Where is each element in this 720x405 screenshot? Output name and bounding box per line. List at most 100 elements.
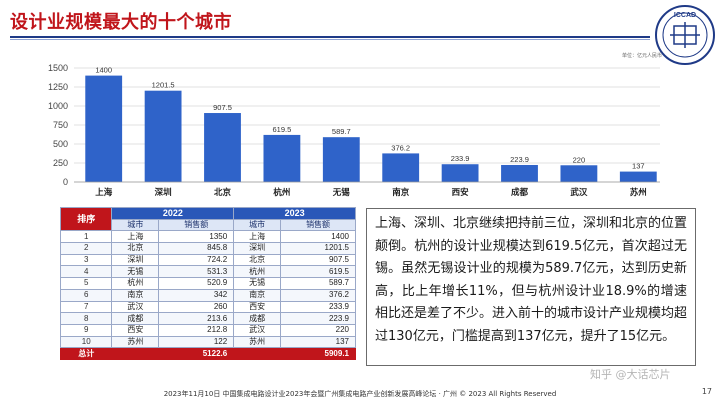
y-tick-label: 1000 [48, 101, 68, 111]
city-2023-cell: 无锡 [233, 277, 282, 290]
rank-cell: 7 [59, 300, 113, 314]
bar [204, 113, 241, 182]
data-label: 589.7 [332, 127, 351, 136]
data-label: 223.9 [510, 155, 529, 164]
city-2022-cell: 北京 [111, 242, 160, 255]
city-2023-cell: 杭州 [233, 265, 282, 279]
unit-label: 单位：亿元人民币 [622, 53, 663, 59]
sales-2022-cell: 213.6 [158, 312, 235, 325]
year-2023-header: 2023 [233, 207, 356, 220]
rank-cell: 6 [59, 288, 113, 302]
x-tick-label: 成都 [511, 187, 529, 198]
table-row: 1 上海 1350 上海 1400 [59, 230, 356, 244]
y-tick-label: 1250 [48, 82, 68, 92]
x-tick-label: 深圳 [155, 187, 172, 198]
sales-2023-cell: 376.2 [280, 288, 356, 302]
city-2023-cell: 上海 [233, 230, 282, 244]
city-2022-cell: 南京 [111, 288, 160, 302]
data-label: 907.5 [213, 103, 232, 112]
city-2022-cell: 武汉 [111, 300, 160, 314]
y-tick-label: 1500 [48, 63, 68, 73]
sales-2022-cell: 260 [158, 300, 235, 314]
page-title: 设计业规模最大的十个城市 [10, 12, 232, 33]
logo-text: ICCAD [674, 12, 696, 19]
sales-2023-cell: 907.5 [280, 253, 356, 267]
page-number: 17 [701, 387, 712, 396]
ranking-table: 排序 2022 2023 城市 销售额 城市 销售额 1 上海 1350 上海 1400… [59, 206, 356, 360]
rank-cell: 5 [59, 277, 113, 290]
city-2022-cell: 杭州 [111, 277, 160, 290]
y-tick-label: 750 [53, 120, 68, 130]
city-2022-cell: 成都 [111, 312, 160, 325]
rank-cell: 10 [59, 335, 113, 349]
city-2023-cell: 成都 [233, 312, 282, 325]
table-row: 8 成都 213.6 成都 223.9 [59, 312, 356, 325]
table-row: 6 南京 342 南京 376.2 [59, 288, 356, 302]
x-tick-label: 北京 [214, 187, 232, 198]
bar [501, 164, 538, 182]
sales-2022-cell: 122 [158, 335, 235, 349]
x-tick-label: 西安 [452, 187, 470, 198]
city-2023-cell: 武汉 [233, 323, 282, 337]
city-2022-cell: 苏州 [111, 335, 160, 349]
city-2023-cell: 苏州 [233, 335, 282, 349]
rank-cell: 3 [59, 253, 113, 267]
sales-2022-cell: 342 [158, 288, 235, 302]
city-header-2023: 城市 [233, 218, 282, 232]
city-2023-cell: 北京 [233, 253, 282, 267]
city-2022-cell: 深圳 [111, 253, 160, 267]
iccad-logo: ICCAD [655, 5, 715, 65]
rank-cell: 8 [59, 312, 113, 325]
sales-2023-cell: 1400 [280, 230, 356, 244]
city-2023-cell: 深圳 [233, 242, 282, 255]
sales-2023-cell: 220 [280, 323, 356, 337]
sales-2023-cell: 589.7 [280, 277, 356, 290]
city-2022-cell: 无锡 [111, 265, 160, 279]
bar-chart: 0 250 500 750 1000 1250 1500 1400 上海 1201.5 深圳 907.… [48, 63, 660, 198]
table-row: 9 西安 212.8 武汉 220 [59, 323, 356, 337]
sales-2022-cell: 531.3 [158, 265, 235, 279]
bar [382, 153, 420, 182]
y-tick-label: 500 [53, 139, 68, 149]
data-label: 376.2 [391, 143, 410, 152]
year-2022-header: 2022 [111, 207, 235, 220]
total-label: 总计 [59, 347, 113, 360]
total-2023: 5909.1 [280, 347, 356, 360]
sales-2022-cell: 845.8 [158, 242, 235, 255]
city-2022-cell: 西安 [111, 323, 160, 337]
table-row: 3 深圳 724.2 北京 907.5 [59, 253, 356, 267]
rank-cell: 2 [59, 242, 113, 255]
total-blank [233, 347, 282, 360]
sales-2023-cell: 137 [280, 335, 356, 349]
rank-cell: 1 [59, 230, 113, 244]
bar [441, 164, 479, 182]
rank-cell: 4 [59, 265, 113, 279]
x-tick-label: 武汉 [570, 187, 588, 198]
data-label: 220 [573, 155, 586, 164]
y-tick-label: 250 [53, 158, 68, 168]
data-label: 1201.5 [152, 81, 175, 90]
footer-text: 2023年11月10日 中国集成电路设计业2023年会暨广州集成电路产业创新发展… [163, 390, 557, 398]
bar [144, 90, 182, 182]
bar [85, 75, 123, 182]
sales-2023-cell: 619.5 [280, 265, 356, 279]
table-row: 5 杭州 520.9 无锡 589.7 [59, 277, 356, 290]
total-2022: 5122.6 [158, 347, 235, 360]
watermark: 知乎 @大话芯片 [590, 368, 671, 381]
data-label: 137 [632, 162, 645, 171]
table-row: 7 武汉 260 西安 233.9 [59, 300, 356, 314]
city-header-2022: 城市 [111, 218, 160, 232]
table-row: 2 北京 845.8 深圳 1201.5 [59, 242, 356, 255]
table-row: 10 苏州 122 苏州 137 [59, 335, 356, 349]
rank-cell: 9 [59, 323, 113, 337]
data-label: 233.9 [451, 154, 470, 163]
bar [619, 171, 657, 182]
bar [322, 137, 360, 182]
title-divider-thin [10, 39, 650, 40]
total-row: 总计 5122.6 5909.1 [59, 347, 356, 360]
x-tick-label: 杭州 [273, 187, 290, 198]
table-row: 4 无锡 531.3 杭州 619.5 [59, 265, 356, 279]
y-tick-label: 0 [63, 177, 68, 187]
sales-2022-cell: 724.2 [158, 253, 235, 267]
sales-2022-cell: 520.9 [158, 277, 235, 290]
